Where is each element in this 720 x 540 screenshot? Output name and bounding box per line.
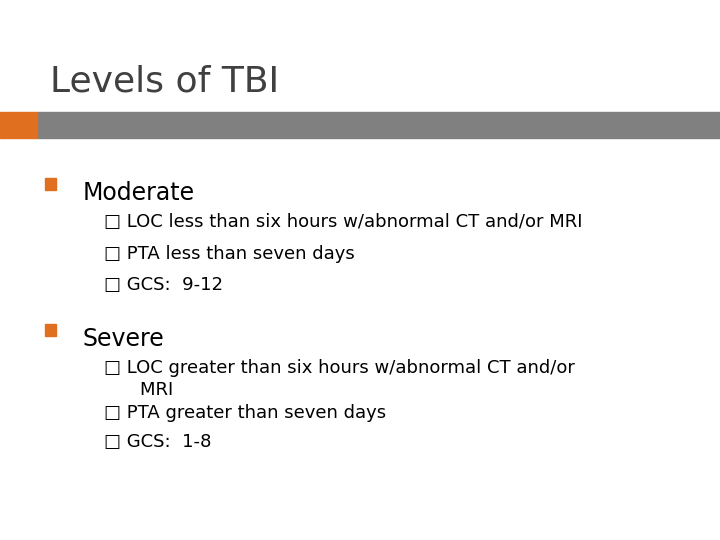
Bar [37,112,720,138]
Text: □ GCS:  9-12: □ GCS: 9-12 [104,276,223,294]
Text: □ PTA less than seven days: □ PTA less than seven days [104,245,355,262]
Text: □ GCS:  1-8: □ GCS: 1-8 [104,433,212,451]
Text: Moderate: Moderate [83,181,195,205]
Bar [45,324,56,336]
Text: □ LOC greater than six hours w/abnormal CT and/or: □ LOC greater than six hours w/abnormal … [104,359,575,377]
Text: Levels of TBI: Levels of TBI [50,65,279,99]
Text: Severe: Severe [83,327,165,350]
Text: □ LOC less than six hours w/abnormal CT and/or MRI: □ LOC less than six hours w/abnormal CT … [104,213,583,231]
Text: MRI: MRI [117,381,174,400]
Bar [45,178,56,190]
Bar [0,112,37,138]
Text: □ PTA greater than seven days: □ PTA greater than seven days [104,404,387,422]
